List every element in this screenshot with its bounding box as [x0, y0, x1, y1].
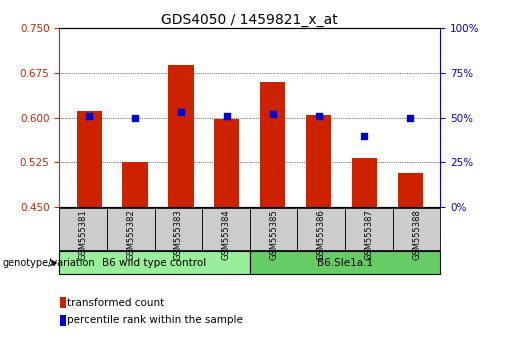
Text: transformed count: transformed count	[67, 298, 164, 308]
Bar	[214, 120, 239, 207]
Bar	[168, 65, 194, 207]
Text: GSM555383: GSM555383	[174, 210, 183, 261]
Bar	[398, 172, 423, 207]
Text: GSM555381: GSM555381	[79, 210, 88, 260]
Title: GDS4050 / 1459821_x_at: GDS4050 / 1459821_x_at	[161, 13, 338, 27]
Text: GSM555384: GSM555384	[221, 210, 230, 260]
Point	[131, 115, 139, 120]
Point	[315, 113, 323, 119]
Text: GSM555388: GSM555388	[412, 210, 421, 261]
Point	[177, 109, 185, 115]
Point	[222, 113, 231, 119]
Text: B6.Sle1a.1: B6.Sle1a.1	[317, 258, 373, 268]
Text: GSM555387: GSM555387	[365, 210, 373, 261]
Bar	[306, 115, 331, 207]
Point	[360, 133, 369, 138]
Text: B6 wild type control: B6 wild type control	[102, 258, 207, 268]
Bar	[260, 82, 285, 207]
Bar	[123, 162, 148, 207]
Text: GSM555386: GSM555386	[317, 210, 325, 261]
Text: GSM555382: GSM555382	[126, 210, 135, 260]
Text: genotype/variation: genotype/variation	[3, 258, 95, 268]
Bar	[352, 158, 377, 207]
Text: GSM555385: GSM555385	[269, 210, 278, 260]
Bar	[77, 110, 102, 207]
Point	[85, 113, 93, 119]
Point	[269, 111, 277, 117]
Text: percentile rank within the sample: percentile rank within the sample	[67, 315, 243, 325]
Point	[406, 115, 415, 120]
